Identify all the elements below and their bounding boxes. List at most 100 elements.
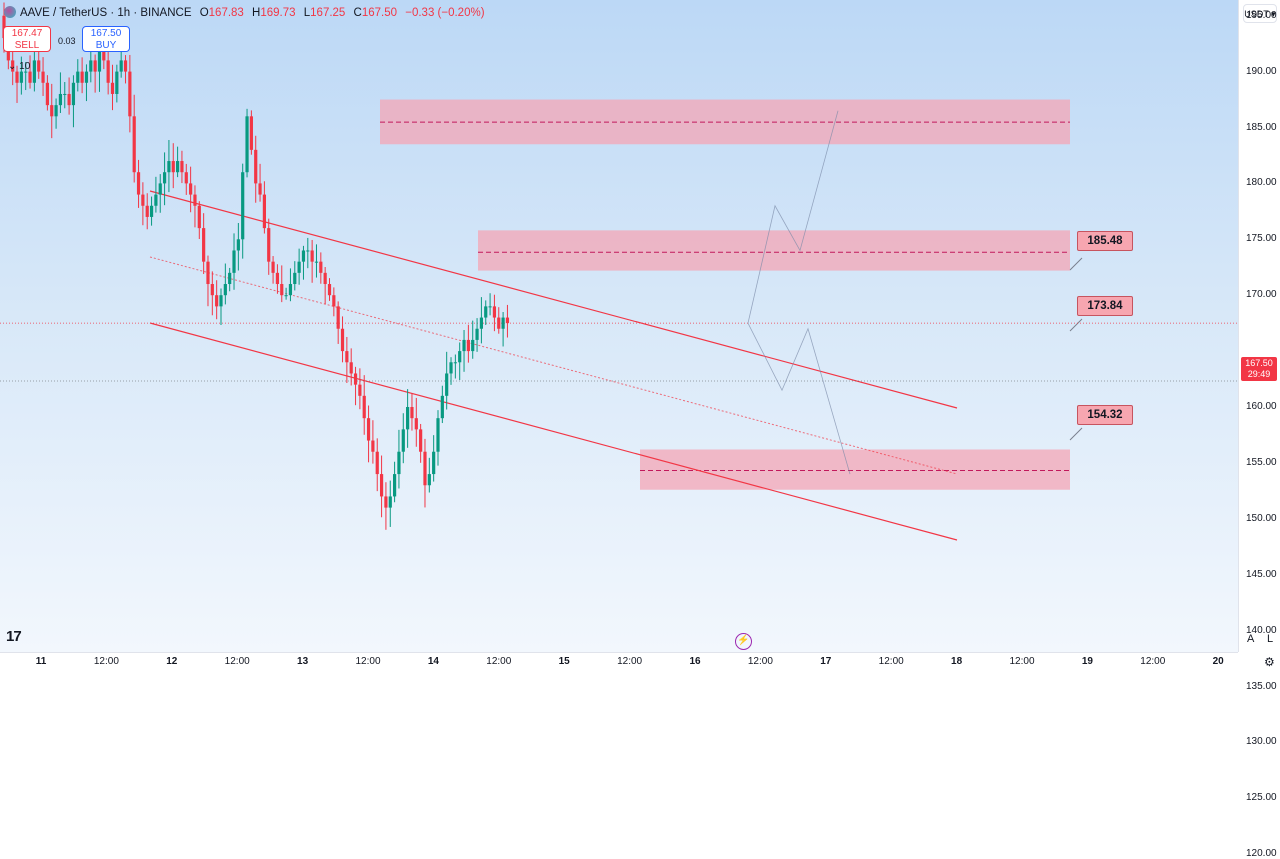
level-label-185: 185.48 [1077,231,1133,251]
candle-body [275,272,280,285]
high-value: 169.73 [260,7,296,19]
candle-body [479,317,483,329]
candle-body [453,362,457,364]
candle-body [462,339,466,352]
candle-body [232,250,236,273]
candle-body [258,183,262,195]
candle-body [189,183,193,195]
candle-body [297,261,301,273]
candle-body [228,272,232,285]
candle-body [332,295,336,307]
candle-body [301,250,306,262]
candle-body [288,284,293,296]
callout-connector-2 [1069,427,1083,441]
candle-body [84,71,89,83]
candle-body [141,194,145,206]
candle-body [149,205,154,217]
price-chart[interactable] [0,0,1280,672]
candle-body [353,373,358,385]
buy-price: 167.50 [90,28,122,39]
candle-body [397,451,401,475]
high-key: H [252,7,261,19]
time-tick-label: 19 [1081,656,1093,667]
candle-body [202,228,206,262]
candle-body [505,317,510,324]
channel-lower-line [149,322,958,541]
level-label-154: 154.32 [1077,405,1133,425]
candle-body [340,328,345,352]
symbol-title[interactable]: AAVE / TetherUS · 1h · BINANCE [20,7,192,19]
spread-value: 0.03 [58,36,76,46]
currency-label: USDT [1244,9,1269,19]
time-tick-label: 12:00 [355,656,381,667]
candle-body [71,82,76,106]
low-key: L [303,7,311,19]
projection-path-down [747,322,851,475]
candle-body [76,71,80,83]
aave-logo-icon [4,6,16,18]
candle-body [50,105,54,117]
candle-body [349,362,353,374]
candle-body [123,60,128,72]
sell-button[interactable]: 167.47 SELL [3,26,51,52]
countdown: 29:49 [1247,369,1271,379]
candle-body [54,105,58,117]
candle-body [176,161,180,173]
candle-body [45,82,49,106]
candle-body [41,71,45,83]
chevron-down-icon: ▾ [1271,9,1276,19]
time-tick-label: 12:00 [93,656,119,667]
level-zone-1 [478,230,1070,271]
price-tick-label: 160.00 [1246,401,1277,412]
flash-icon[interactable]: ⚡ [735,633,752,650]
candle-body [162,172,167,184]
candle-body [223,284,227,296]
candle-body [488,306,492,308]
time-tick-label: 12:00 [224,656,250,667]
price-tick-label: 135.00 [1246,680,1277,692]
candle-body [241,172,245,240]
candle-body [184,172,188,184]
log-scale-button[interactable]: L [1267,633,1274,645]
candle-body [492,306,497,318]
time-tick-label: 16 [689,656,701,667]
sell-label: SELL [14,40,40,51]
gear-icon[interactable]: ⚙ [1264,655,1275,669]
candle-body [358,384,362,396]
time-axis[interactable] [0,652,1238,673]
candle-body [32,60,36,83]
candle-body [102,49,106,61]
candle-body [436,418,440,452]
candle-body [427,474,431,486]
candle-body [280,284,284,296]
buy-button[interactable]: 167.50 BUY [82,26,130,52]
candle-body [206,261,210,285]
candle-body [236,239,240,251]
price-axis[interactable] [1238,0,1280,652]
candle-body [154,194,158,206]
candle-body [80,71,84,83]
tradingview-logo[interactable]: 17 [6,628,22,645]
candle-body [19,71,23,83]
candle-body [197,205,201,229]
candle-body [501,317,505,329]
auto-scale-button[interactable]: A [1247,633,1255,645]
candle-body [362,395,366,419]
candle-body [28,71,32,83]
volume-toggle[interactable]: ⌄ 10 [8,61,30,72]
candle-body [319,261,323,273]
current-price-badge: 167.50 29:49 [1241,357,1277,381]
price-tick-label: 145.00 [1246,568,1277,580]
time-tick-label: 11 [35,656,47,667]
candle-body [67,93,71,106]
candle-body [110,82,115,94]
candle-body [262,194,266,229]
time-tick-label: 12:00 [486,656,512,667]
candle-body [414,418,418,430]
time-tick-label: 13 [297,656,309,667]
candle-body [306,250,310,252]
time-tick-label: 12:00 [747,656,773,667]
candle-body [158,183,162,195]
candle-body [475,328,479,340]
currency-select[interactable]: USDT ▾ [1243,4,1277,23]
